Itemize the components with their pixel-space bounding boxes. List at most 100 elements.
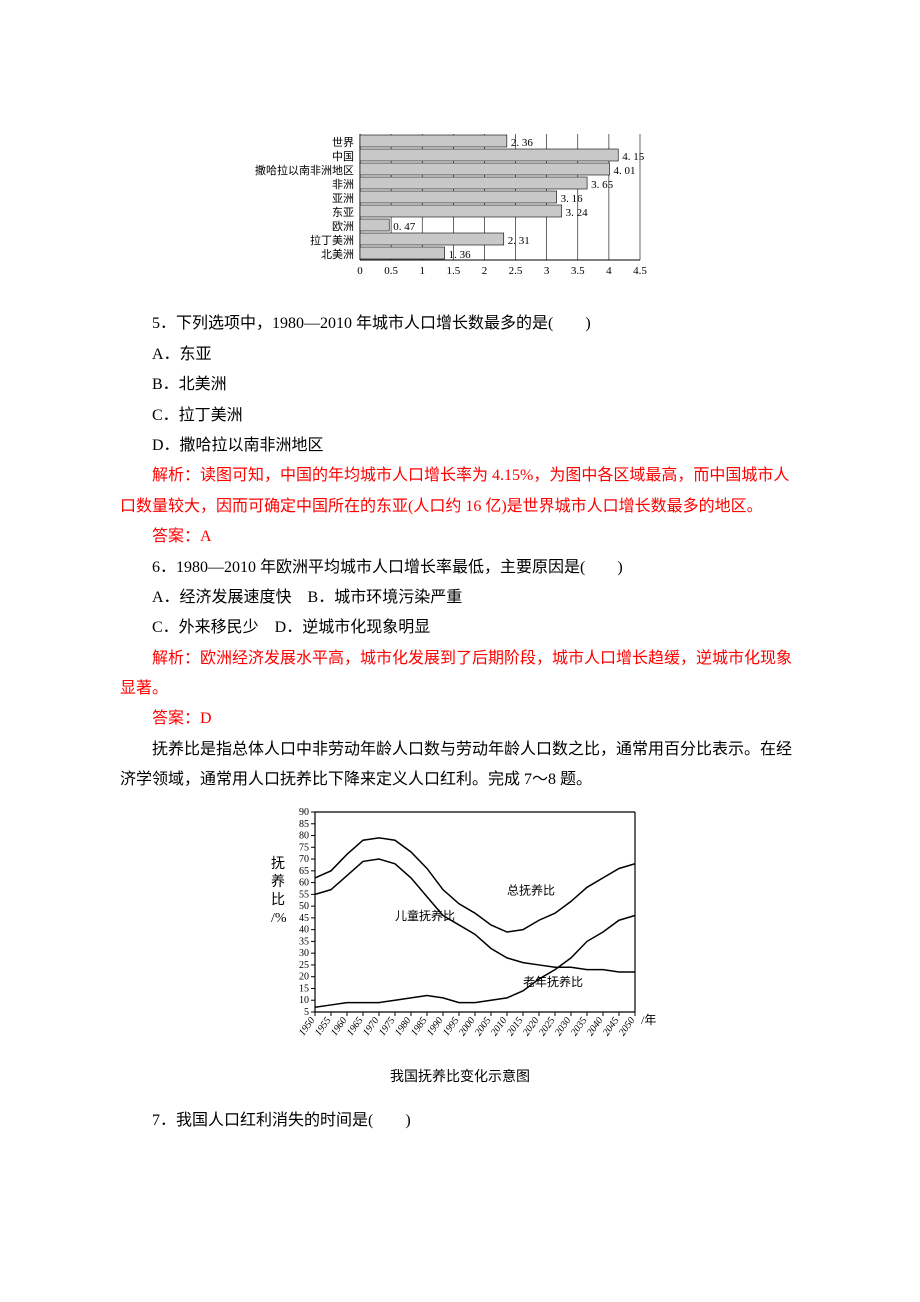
svg-text:1. 36: 1. 36 xyxy=(449,249,472,261)
svg-text:3. 16: 3. 16 xyxy=(561,193,584,205)
q5-explanation: 解析：读图可知，中国的年均城市人口增长率为 4.15%，为图中各区域最高，而中国… xyxy=(120,461,800,522)
svg-text:儿童抚养比: 儿童抚养比 xyxy=(395,908,455,923)
q6-stem: 6．1980—2010 年欧洲平均城市人口增长率最低，主要原因是( ) xyxy=(120,553,800,583)
svg-text:1990: 1990 xyxy=(425,1015,445,1038)
bar-chart: 00.511.522.533.544.52. 36世界4. 15中国4. 01撒… xyxy=(240,126,680,284)
line-chart-caption: 我国抚养比变化示意图 xyxy=(120,1065,800,1092)
svg-text:80: 80 xyxy=(299,830,309,841)
q5-stem: 5．下列选项中，1980—2010 年城市人口增长数最多的是( ) xyxy=(120,309,800,339)
svg-text:50: 50 xyxy=(299,901,309,912)
svg-text:1955: 1955 xyxy=(313,1015,333,1038)
svg-text:2000: 2000 xyxy=(457,1015,477,1038)
q6-exp-label: 解析： xyxy=(152,650,200,667)
svg-text:抚: 抚 xyxy=(271,856,285,872)
q6-optAB: A．经济发展速度快 B．城市环境污染严重 xyxy=(120,583,800,613)
svg-text:/年: /年 xyxy=(641,1013,656,1027)
svg-text:2010: 2010 xyxy=(489,1015,509,1038)
svg-text:2.5: 2.5 xyxy=(509,265,523,277)
svg-text:90: 90 xyxy=(299,807,309,818)
svg-text:非洲: 非洲 xyxy=(332,178,354,191)
q5-answer: 答案：A xyxy=(120,522,800,552)
svg-text:2030: 2030 xyxy=(553,1015,573,1038)
svg-text:2025: 2025 xyxy=(537,1015,557,1038)
svg-text:1: 1 xyxy=(419,265,425,277)
svg-text:中国: 中国 xyxy=(332,150,354,163)
svg-text:撒哈拉以南非洲地区: 撒哈拉以南非洲地区 xyxy=(255,163,354,177)
svg-text:东亚: 东亚 xyxy=(332,206,354,219)
q5-ans-text: A xyxy=(200,528,212,545)
q6-ans-label: 答案： xyxy=(152,710,200,727)
svg-text:35: 35 xyxy=(299,936,309,947)
svg-text:2005: 2005 xyxy=(473,1015,493,1038)
svg-text:养: 养 xyxy=(271,874,285,890)
svg-text:2015: 2015 xyxy=(505,1015,525,1038)
svg-text:2035: 2035 xyxy=(569,1015,589,1038)
svg-text:北美洲: 北美洲 xyxy=(321,248,354,261)
q6-answer: 答案：D xyxy=(120,704,800,734)
svg-text:1970: 1970 xyxy=(361,1015,381,1038)
svg-text:45: 45 xyxy=(299,913,309,924)
svg-text:老年抚养比: 老年抚养比 xyxy=(523,974,583,989)
svg-text:55: 55 xyxy=(299,889,309,900)
svg-text:比: 比 xyxy=(271,892,285,908)
svg-text:3. 65: 3. 65 xyxy=(591,179,614,191)
svg-text:4: 4 xyxy=(606,265,612,277)
svg-text:40: 40 xyxy=(299,924,309,935)
svg-text:15: 15 xyxy=(299,983,309,994)
svg-text:1985: 1985 xyxy=(409,1015,429,1038)
svg-text:70: 70 xyxy=(299,854,309,865)
svg-text:1980: 1980 xyxy=(393,1015,413,1038)
line-chart-container: 5101520253035404550556065707580859019501… xyxy=(120,802,800,1092)
line-chart: 5101520253035404550556065707580859019501… xyxy=(251,802,669,1052)
svg-text:1950: 1950 xyxy=(297,1015,317,1038)
q5-optB: B．北美洲 xyxy=(120,370,800,400)
svg-text:0: 0 xyxy=(357,265,363,277)
svg-text:20: 20 xyxy=(299,971,309,982)
svg-text:0. 47: 0. 47 xyxy=(393,221,416,233)
q6-exp-text: 欧洲经济发展水平高，城市化发展到了后期阶段，城市人口增长趋缓，逆城市化现象显著。 xyxy=(120,650,792,697)
q5-ans-label: 答案： xyxy=(152,528,200,545)
svg-text:65: 65 xyxy=(299,865,309,876)
q6-ans-text: D xyxy=(200,710,212,727)
svg-text:欧洲: 欧洲 xyxy=(332,220,354,233)
q5-optC: C．拉丁美洲 xyxy=(120,401,800,431)
svg-text:1960: 1960 xyxy=(329,1015,349,1038)
svg-text:2040: 2040 xyxy=(585,1015,605,1038)
svg-text:2: 2 xyxy=(482,265,488,277)
q6-explanation: 解析：欧洲经济发展水平高，城市化发展到了后期阶段，城市人口增长趋缓，逆城市化现象… xyxy=(120,644,800,705)
svg-text:3. 24: 3. 24 xyxy=(566,207,589,219)
svg-text:/%: /% xyxy=(271,911,287,926)
svg-text:10: 10 xyxy=(299,995,309,1006)
svg-text:1975: 1975 xyxy=(377,1015,397,1038)
svg-text:3: 3 xyxy=(544,265,550,277)
svg-text:60: 60 xyxy=(299,877,309,888)
svg-text:1995: 1995 xyxy=(441,1015,461,1038)
passage2-text: 抚养比是指总体人口中非劳动年龄人口数与劳动年龄人口数之比，通常用百分比表示。在经… xyxy=(120,735,800,796)
svg-text:亚洲: 亚洲 xyxy=(332,193,354,205)
svg-text:4. 15: 4. 15 xyxy=(622,151,645,163)
svg-text:0.5: 0.5 xyxy=(384,265,398,277)
svg-text:4.5: 4.5 xyxy=(633,265,647,277)
svg-text:总抚养比: 总抚养比 xyxy=(507,882,555,897)
svg-text:75: 75 xyxy=(299,842,309,853)
svg-text:2. 36: 2. 36 xyxy=(511,137,534,149)
q7-stem: 7．我国人口红利消失的时间是( ) xyxy=(120,1106,800,1136)
q5-optD: D．撒哈拉以南非洲地区 xyxy=(120,431,800,461)
svg-text:30: 30 xyxy=(299,948,309,959)
svg-text:2050: 2050 xyxy=(617,1015,637,1038)
svg-text:1.5: 1.5 xyxy=(446,265,460,277)
svg-text:25: 25 xyxy=(299,960,309,971)
svg-text:拉丁美洲: 拉丁美洲 xyxy=(310,233,354,247)
q6-optCD: C．外来移民少 D．逆城市化现象明显 xyxy=(120,613,800,643)
svg-text:3.5: 3.5 xyxy=(571,265,585,277)
svg-text:85: 85 xyxy=(299,818,309,829)
bar-chart-container: 00.511.522.533.544.52. 36世界4. 15中国4. 01撒… xyxy=(120,126,800,295)
svg-text:2. 31: 2. 31 xyxy=(508,235,530,247)
q5-exp-text: 读图可知，中国的年均城市人口增长率为 4.15%，为图中各区域最高，而中国城市人… xyxy=(120,467,789,514)
svg-text:2020: 2020 xyxy=(521,1015,541,1038)
svg-text:1965: 1965 xyxy=(345,1015,365,1038)
svg-text:4. 01: 4. 01 xyxy=(614,165,636,177)
svg-text:2045: 2045 xyxy=(601,1015,621,1038)
q5-exp-label: 解析： xyxy=(152,467,200,484)
q5-optA: A．东亚 xyxy=(120,340,800,370)
